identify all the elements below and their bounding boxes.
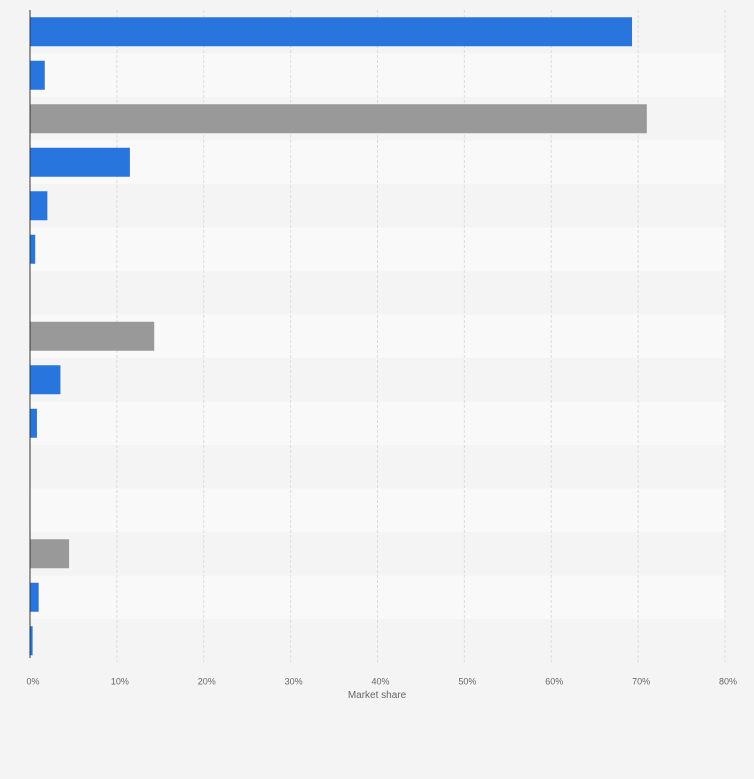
row-band	[30, 358, 725, 402]
x-tick-label: 50%	[458, 677, 476, 687]
x-axis-ticks: 0% 10% 20% 30% 40% 50% 60% 70% 80%	[26, 677, 737, 687]
x-tick-label: 40%	[371, 677, 389, 687]
bar[interactable]	[30, 365, 61, 395]
row-band	[30, 532, 725, 576]
x-tick-label: 30%	[285, 677, 303, 687]
bar[interactable]	[30, 147, 130, 177]
x-tick-label: 0%	[26, 677, 39, 687]
bar[interactable]	[30, 104, 647, 134]
x-axis-title: Market share	[348, 690, 407, 701]
bar[interactable]	[30, 321, 155, 351]
x-tick-label: 60%	[545, 677, 563, 687]
bar[interactable]	[30, 234, 36, 264]
bar[interactable]	[30, 60, 45, 90]
bar[interactable]	[30, 582, 39, 612]
bar[interactable]	[30, 17, 633, 47]
bar[interactable]	[30, 626, 33, 656]
bar-series	[30, 17, 647, 656]
x-tick-label: 20%	[198, 677, 216, 687]
bar[interactable]	[30, 408, 37, 438]
row-band	[30, 401, 725, 445]
bar[interactable]	[30, 191, 48, 221]
x-tick-label: 10%	[111, 677, 129, 687]
bar[interactable]	[30, 539, 70, 569]
row-band	[30, 227, 725, 271]
x-tick-label: 80%	[719, 677, 737, 687]
x-tick-label: 70%	[632, 677, 650, 687]
